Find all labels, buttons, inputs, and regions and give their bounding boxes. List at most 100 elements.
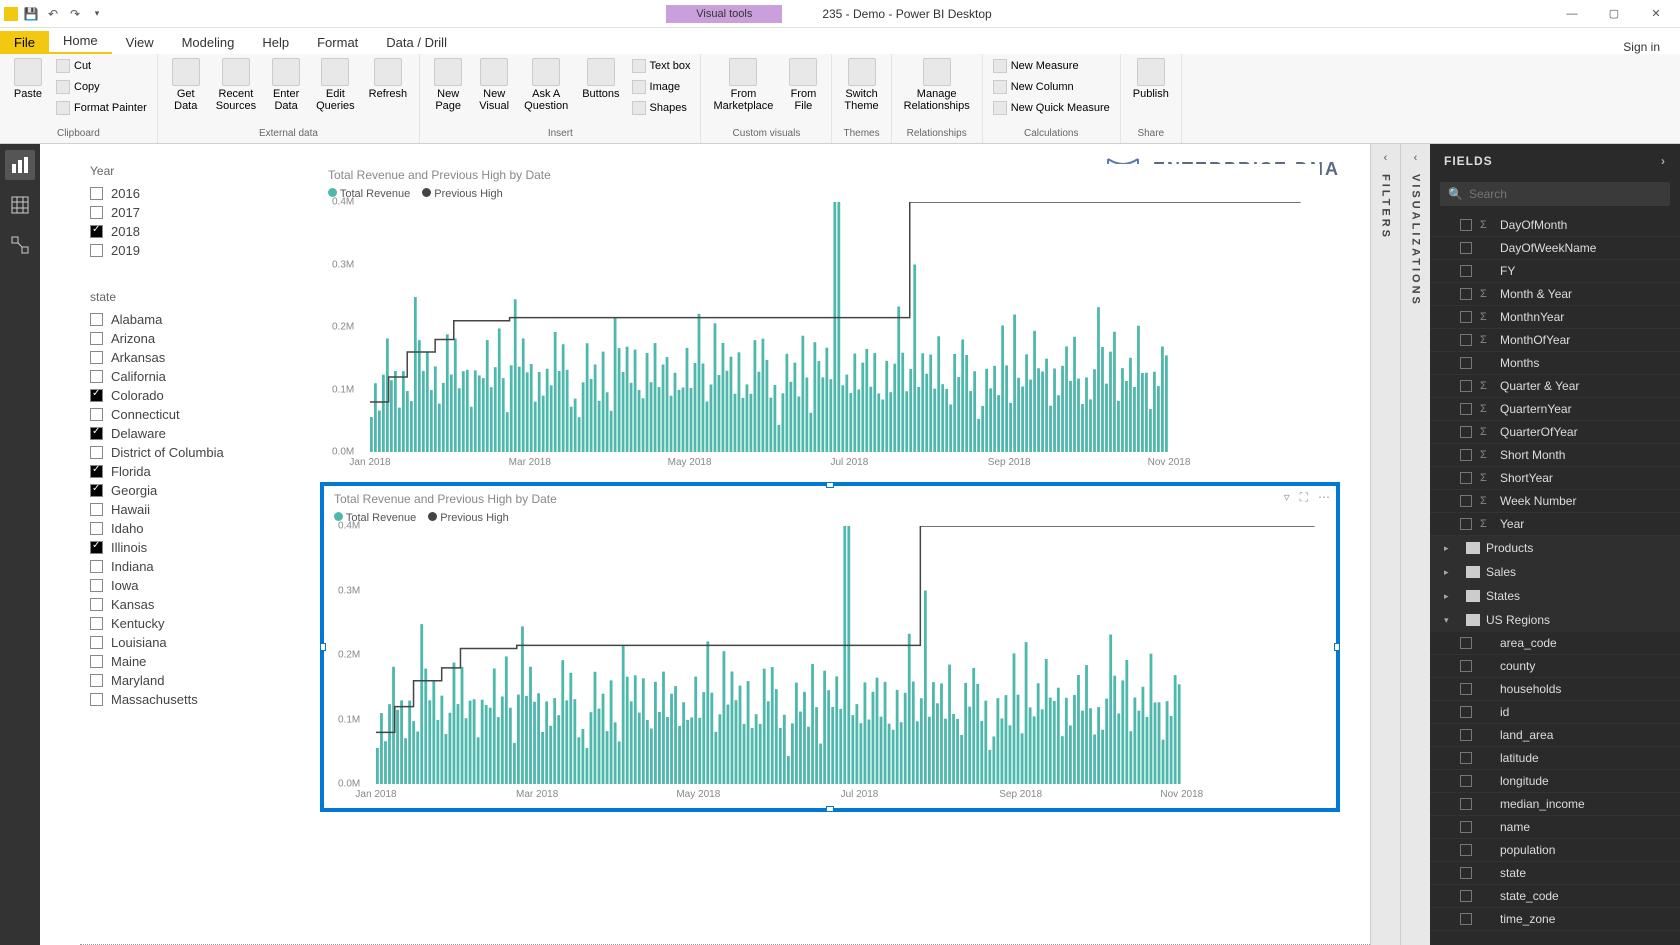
switch-theme-button[interactable]: Switch Theme [838, 56, 884, 114]
expand-icon[interactable]: ▸ [1444, 543, 1454, 554]
checkbox-icon[interactable] [90, 617, 103, 630]
ask-question-button[interactable]: Ask A Question [518, 56, 574, 114]
fields-search[interactable]: 🔍 [1440, 182, 1670, 206]
field-item[interactable]: state [1430, 862, 1680, 885]
checkbox-icon[interactable] [1460, 242, 1472, 254]
resize-handle-top[interactable] [826, 482, 834, 488]
field-table[interactable]: ▸Sales [1430, 560, 1680, 584]
checkbox-icon[interactable] [90, 541, 103, 554]
field-item[interactable]: ΣQuarterOfYear [1430, 421, 1680, 444]
chevron-right-icon[interactable]: › [1661, 154, 1666, 168]
enter-data-button[interactable]: Enter Data [264, 56, 308, 114]
field-table[interactable]: ▸Products [1430, 536, 1680, 560]
checkbox-icon[interactable] [1460, 844, 1472, 856]
shapes-button[interactable]: Shapes [628, 98, 695, 118]
expand-icon[interactable]: ▸ [1444, 591, 1454, 602]
edit-queries-button[interactable]: Edit Queries [310, 56, 361, 114]
qat-dropdown-icon[interactable]: ▾ [88, 5, 106, 23]
checkbox-icon[interactable] [90, 655, 103, 668]
field-item[interactable]: ΣYear [1430, 513, 1680, 536]
field-table[interactable]: ▾US Regions [1430, 608, 1680, 632]
new-visual-button[interactable]: New Visual [472, 56, 516, 114]
checkbox-icon[interactable] [90, 484, 103, 497]
checkbox-icon[interactable] [1460, 637, 1472, 649]
slicer-item[interactable]: Alabama [90, 310, 300, 329]
slicer-item[interactable]: Florida [90, 462, 300, 481]
slicer-item[interactable]: Georgia [90, 481, 300, 500]
checkbox-icon[interactable] [1460, 334, 1472, 346]
expand-icon[interactable]: ▾ [1444, 615, 1454, 626]
checkbox-icon[interactable] [1460, 518, 1472, 530]
tab-modeling[interactable]: Modeling [168, 31, 249, 54]
checkbox-icon[interactable] [1460, 426, 1472, 438]
checkbox-icon[interactable] [90, 674, 103, 687]
paste-button[interactable]: Paste [6, 56, 50, 102]
slicer-item[interactable]: 2016 [90, 184, 300, 203]
checkbox-icon[interactable] [1460, 403, 1472, 415]
undo-icon[interactable]: ↶ [44, 5, 62, 23]
checkbox-icon[interactable] [1460, 265, 1472, 277]
tab-format[interactable]: Format [303, 31, 372, 54]
chevron-left-icon[interactable]: ‹ [1414, 152, 1418, 164]
checkbox-icon[interactable] [90, 579, 103, 592]
checkbox-icon[interactable] [90, 598, 103, 611]
checkbox-icon[interactable] [1460, 357, 1472, 369]
model-view-button[interactable] [5, 230, 35, 260]
checkbox-icon[interactable] [1460, 890, 1472, 902]
new-quick-measure-button[interactable]: New Quick Measure [989, 98, 1114, 118]
from-file-button[interactable]: From File [781, 56, 825, 114]
field-item[interactable]: DayOfWeekName [1430, 237, 1680, 260]
field-item[interactable]: ΣMonthOfYear [1430, 329, 1680, 352]
field-item[interactable]: ΣShortYear [1430, 467, 1680, 490]
filters-panel-collapsed[interactable]: ‹ FILTERS [1370, 144, 1400, 945]
checkbox-icon[interactable] [90, 427, 103, 440]
new-measure-button[interactable]: New Measure [989, 56, 1114, 76]
field-item[interactable]: population [1430, 839, 1680, 862]
field-item[interactable]: ΣDayOfMonth [1430, 214, 1680, 237]
field-item[interactable]: median_income [1430, 793, 1680, 816]
field-item[interactable]: ΣWeek Number [1430, 490, 1680, 513]
checkbox-icon[interactable] [1460, 219, 1472, 231]
more-icon[interactable]: ⋯ [1318, 490, 1330, 505]
checkbox-icon[interactable] [90, 351, 103, 364]
publish-button[interactable]: Publish [1127, 56, 1175, 102]
slicer-item[interactable]: California [90, 367, 300, 386]
maximize-button[interactable]: ▢ [1594, 2, 1634, 26]
report-canvas[interactable]: ENTERPRISE DNA Year 2016201720182019 sta… [40, 144, 1370, 945]
checkbox-icon[interactable] [90, 408, 103, 421]
checkbox-icon[interactable] [1460, 752, 1472, 764]
expand-icon[interactable]: ▸ [1444, 567, 1454, 578]
new-column-button[interactable]: New Column [989, 77, 1114, 97]
checkbox-icon[interactable] [1460, 729, 1472, 741]
slicer-item[interactable]: Arizona [90, 329, 300, 348]
field-item[interactable]: latitude [1430, 747, 1680, 770]
report-view-button[interactable] [5, 150, 35, 180]
checkbox-icon[interactable] [1460, 775, 1472, 787]
slicer-item[interactable]: Massachusetts [90, 690, 300, 709]
search-input[interactable] [1469, 187, 1662, 201]
checkbox-icon[interactable] [90, 446, 103, 459]
checkbox-icon[interactable] [90, 522, 103, 535]
filter-icon[interactable]: ▿ [1284, 490, 1290, 505]
field-item[interactable]: name [1430, 816, 1680, 839]
field-item[interactable]: ΣMonth & Year [1430, 283, 1680, 306]
focus-icon[interactable]: ⛶ [1300, 490, 1308, 505]
field-item[interactable]: longitude [1430, 770, 1680, 793]
tab-home[interactable]: Home [49, 29, 112, 54]
tab-help[interactable]: Help [248, 31, 303, 54]
chevron-left-icon[interactable]: ‹ [1384, 152, 1388, 164]
slicer-item[interactable]: Colorado [90, 386, 300, 405]
resize-handle-bottom[interactable] [826, 806, 834, 812]
slicer-item[interactable]: Delaware [90, 424, 300, 443]
checkbox-icon[interactable] [90, 187, 103, 200]
sign-in-link[interactable]: Sign in [1623, 40, 1680, 54]
slicer-item[interactable]: Kentucky [90, 614, 300, 633]
checkbox-icon[interactable] [1460, 660, 1472, 672]
refresh-button[interactable]: Refresh [363, 56, 414, 102]
slicer-item[interactable]: Indiana [90, 557, 300, 576]
checkbox-icon[interactable] [1460, 867, 1472, 879]
checkbox-icon[interactable] [1460, 495, 1472, 507]
checkbox-icon[interactable] [1460, 706, 1472, 718]
tab-file[interactable]: File [0, 31, 49, 54]
checkbox-icon[interactable] [1460, 380, 1472, 392]
